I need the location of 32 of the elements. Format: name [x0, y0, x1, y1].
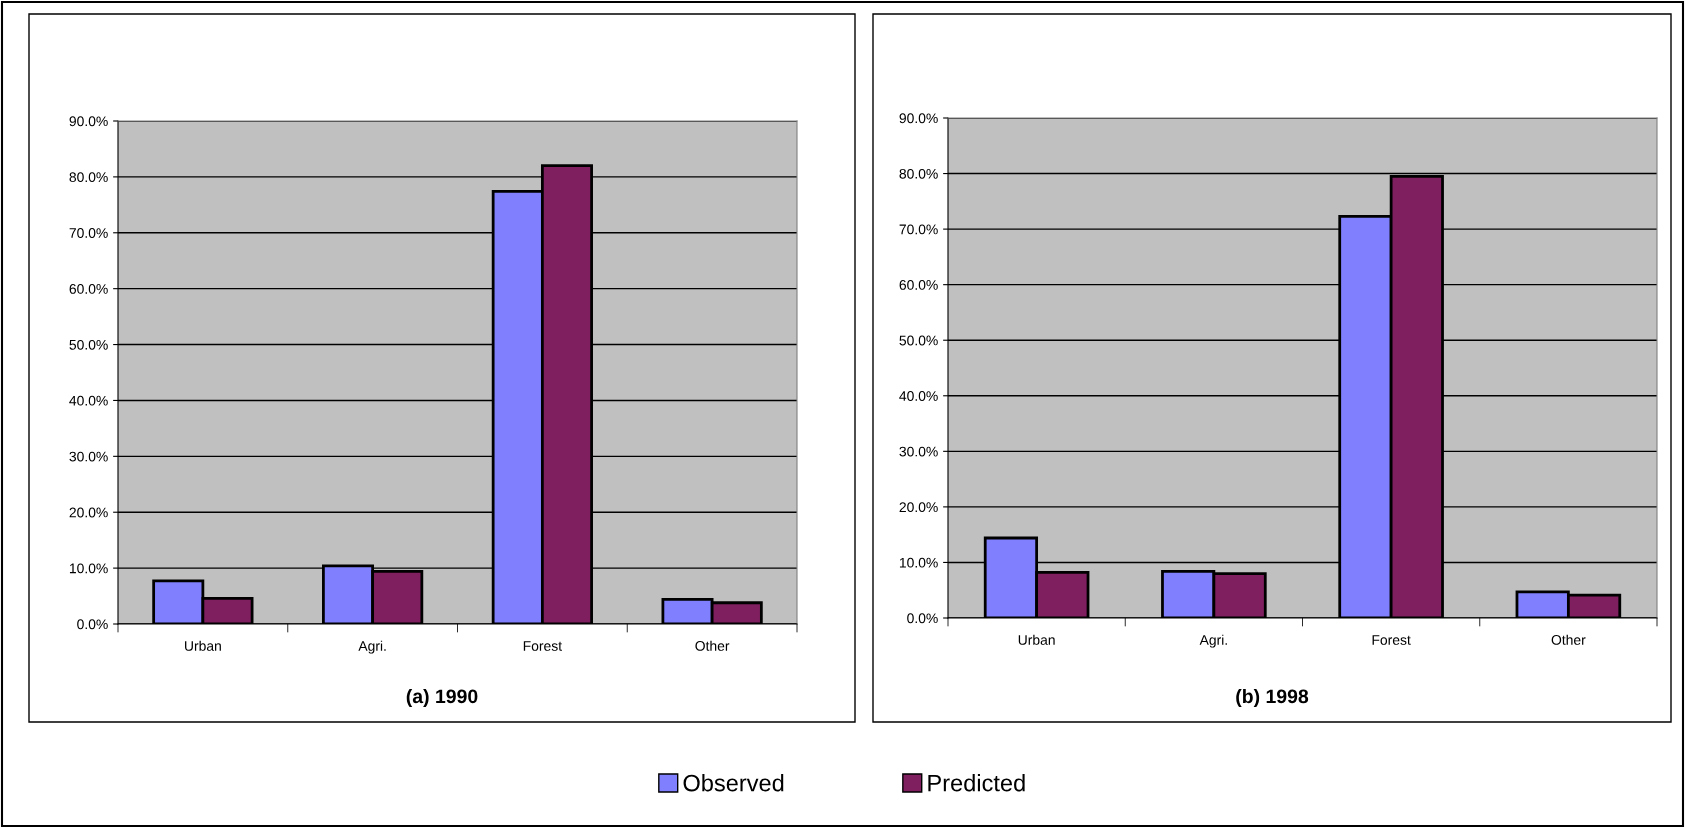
text: (a) 1990	[406, 688, 478, 708]
y-tick-label: 90.0%	[69, 116, 108, 127]
y-tick-label: 70.0%	[899, 224, 938, 235]
y-tick-label: 0.0%	[77, 619, 108, 630]
x-tick-label: Agri.	[1199, 634, 1227, 648]
y-tick-label: 90.0%	[899, 113, 938, 124]
y-tick-label: 50.0%	[899, 335, 938, 346]
y-tick-label: 10.0%	[899, 557, 938, 568]
x-tick-label: Urban	[185, 640, 221, 651]
x-tick-label: Other	[1551, 634, 1586, 645]
y-tick-label: 50.0%	[69, 339, 108, 350]
y-tick-label: 20.0%	[899, 502, 938, 513]
x-tick-label: Forest	[1372, 635, 1411, 645]
y-tick-label: 60.0%	[69, 284, 108, 294]
x-tick-label: Forest	[523, 641, 562, 651]
x-tick-label: Agri.	[358, 640, 386, 654]
y-tick-label: 0.0%	[907, 613, 938, 624]
y-tick-label: 10.0%	[69, 563, 108, 574]
y-tick-label: 30.0%	[899, 446, 938, 457]
text: (b) 1998	[1236, 688, 1309, 708]
y-tick-label: 80.0%	[899, 168, 938, 179]
y-tick-label: 60.0%	[899, 280, 938, 290]
x-tick-label: Other	[695, 640, 730, 651]
y-tick-label: 30.0%	[69, 451, 108, 462]
y-tick-label: 20.0%	[69, 507, 108, 518]
x-tick-label: Urban	[1018, 634, 1055, 645]
y-tick-label: 40.0%	[69, 395, 108, 406]
y-tick-label: 70.0%	[69, 228, 108, 238]
legend-label: Predicted	[928, 774, 1025, 792]
y-tick-label: 80.0%	[69, 172, 108, 183]
legend-label: Observed	[683, 774, 784, 792]
y-tick-label: 40.0%	[899, 391, 938, 401]
